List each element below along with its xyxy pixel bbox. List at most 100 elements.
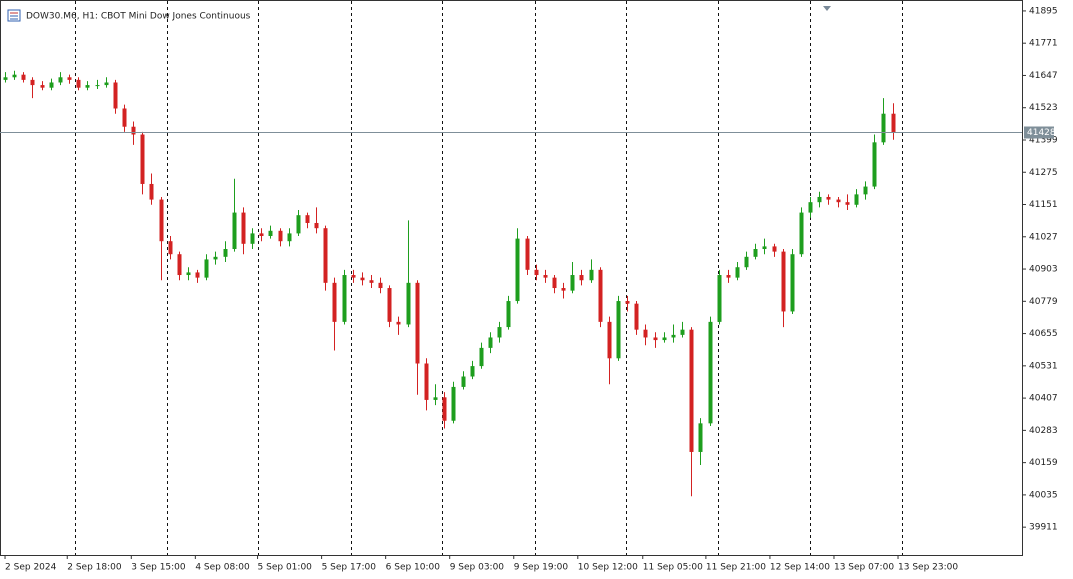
x-tick-label: 11 Sep 21:00	[706, 563, 766, 573]
candle-body	[534, 269, 539, 276]
candle-body	[323, 228, 328, 283]
x-tick-label: 12 Sep 14:00	[770, 563, 830, 573]
y-tick-label: 41647	[1029, 71, 1058, 81]
candle-body	[689, 329, 694, 452]
x-tick-label: 6 Sep 10:00	[386, 563, 441, 573]
candle-body	[643, 329, 648, 338]
candle-body	[598, 269, 603, 322]
candle-body	[525, 238, 530, 270]
candle-body	[470, 366, 475, 377]
y-tick-label: 41151	[1029, 200, 1058, 210]
candle-body	[790, 254, 795, 312]
candle-body	[634, 303, 639, 330]
candle-body	[817, 196, 822, 203]
y-tick-label: 40779	[1029, 297, 1058, 307]
candle-body	[561, 288, 566, 291]
candle-body	[296, 215, 301, 234]
candle-body	[140, 134, 145, 184]
candle-body	[396, 321, 401, 325]
candle-body	[177, 254, 182, 276]
candle-body	[488, 337, 493, 348]
candle-body	[589, 269, 594, 281]
candle-body	[552, 277, 557, 289]
candle-body	[406, 282, 411, 325]
candle-body	[168, 241, 173, 255]
candle-body	[186, 272, 191, 276]
candle-body	[698, 423, 703, 452]
x-tick-label: 5 Sep 01:00	[258, 563, 313, 573]
candle-body	[442, 397, 447, 421]
x-tick-label: 4 Sep 08:00	[195, 563, 250, 573]
candle-body	[332, 282, 337, 322]
candle-body	[250, 233, 255, 244]
candle-body	[104, 82, 109, 86]
candle-body	[351, 275, 356, 278]
candle-body	[662, 337, 667, 341]
x-tick-label: 10 Sep 12:00	[578, 563, 638, 573]
y-tick-label: 40531	[1029, 361, 1058, 371]
candle-body	[30, 79, 35, 86]
candle-body	[781, 251, 786, 312]
y-tick-label: 40283	[1029, 426, 1058, 436]
chart-title: DOW30.M6, H1: CBOT Mini Dow Jones Contin…	[26, 12, 251, 22]
y-tick-label: 40655	[1029, 329, 1058, 339]
candle-body	[21, 74, 26, 80]
x-tick-label: 9 Sep 03:00	[450, 563, 505, 573]
candle-body	[213, 256, 218, 260]
candle-body	[3, 77, 8, 80]
candle-body	[461, 376, 466, 387]
candle-body	[113, 82, 118, 109]
candle-body	[625, 301, 630, 304]
candle-body	[753, 249, 758, 257]
candle-body	[497, 327, 502, 338]
shift-marker	[823, 6, 831, 11]
candle-body	[85, 85, 90, 88]
candle-body	[808, 202, 813, 213]
candle-body	[735, 267, 740, 278]
candle-body	[415, 282, 420, 364]
candle-body	[799, 212, 804, 255]
price-label: 41428	[1027, 128, 1056, 138]
candle-body	[881, 113, 886, 143]
symbol-icon	[7, 9, 21, 22]
y-tick-label: 41523	[1029, 103, 1058, 113]
candle-body	[12, 74, 17, 78]
y-tick-label: 40159	[1029, 458, 1058, 468]
candle-body	[95, 85, 100, 87]
y-tick-label: 41275	[1029, 168, 1058, 178]
candle-body	[195, 272, 200, 278]
y-tick-label: 39911	[1029, 523, 1058, 533]
candle-body	[369, 280, 374, 283]
candle-body	[49, 82, 54, 88]
x-tick-label: 13 Sep 23:00	[898, 563, 958, 573]
candle-body	[241, 212, 246, 244]
candle-body	[314, 222, 319, 229]
candle-body	[122, 108, 127, 127]
candle-body	[570, 275, 575, 291]
x-tick-label: 2 Sep 2024	[5, 563, 57, 573]
y-tick-label: 41771	[1029, 39, 1058, 49]
candle-body	[863, 186, 868, 195]
y-tick-label: 40035	[1029, 490, 1058, 500]
y-tick-label: 41027	[1029, 232, 1058, 242]
y-tick-label: 41895	[1029, 6, 1058, 16]
candle-body	[424, 363, 429, 400]
candle-body	[259, 233, 264, 236]
candle-body	[836, 199, 841, 203]
candle-body	[278, 230, 283, 242]
candle-body	[506, 301, 511, 328]
candle-body	[305, 215, 310, 223]
y-tick-label: 41399	[1029, 135, 1058, 145]
y-tick-label: 40407	[1029, 394, 1058, 404]
candle-body	[616, 301, 621, 359]
candle-body	[479, 347, 484, 367]
candle-body	[872, 142, 877, 187]
candle-body	[680, 329, 685, 335]
candle-body	[204, 259, 209, 278]
x-tick-label: 13 Sep 07:00	[834, 563, 894, 573]
x-tick-label: 11 Sep 05:00	[643, 563, 703, 573]
candle-body	[579, 275, 584, 281]
candle-body	[76, 79, 81, 88]
price-label-box	[1024, 126, 1054, 139]
